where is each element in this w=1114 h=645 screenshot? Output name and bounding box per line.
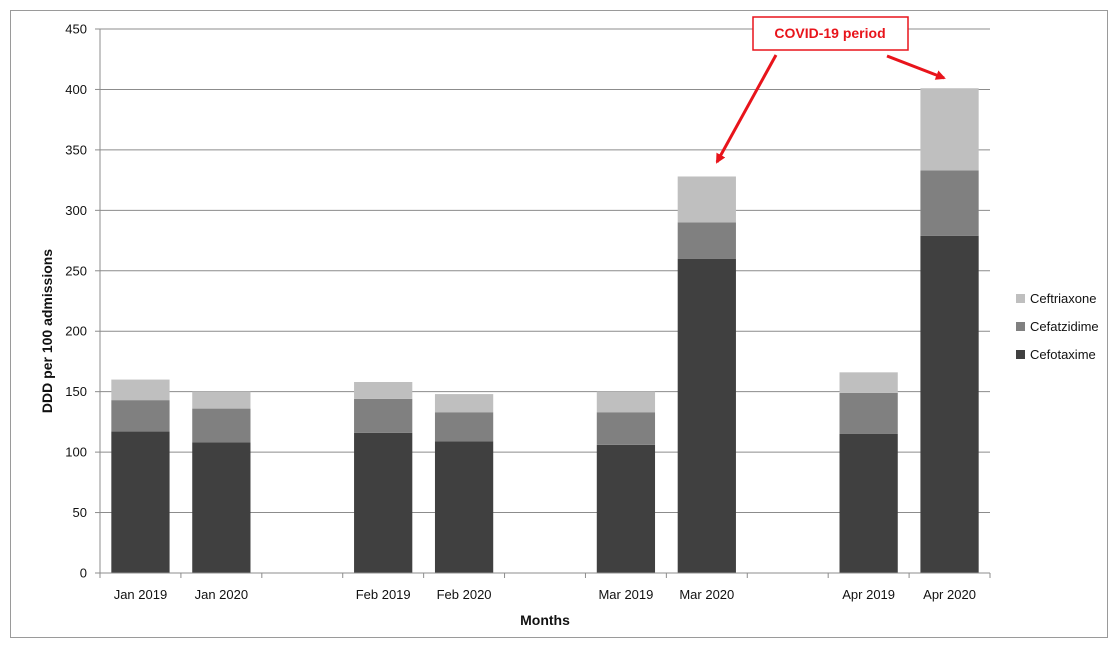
y-tick-labels: 0 50 100 150 200 250 300 350 400 450 [65,22,87,581]
legend-swatch-ceftriaxone [1016,294,1025,303]
x-tick-label-jan-2019: Jan 2019 [114,587,168,602]
bar-jan-2020-cefatzidime [192,408,251,443]
annotation-box [752,16,909,51]
bar-apr-2020-cefotaxime [920,235,979,573]
x-tick-label-feb-2019: Feb 2019 [356,587,411,602]
y-tick-label: 450 [65,22,87,37]
x-tick-labels: Jan 2019 Jan 2020 Feb 2019 Feb 2020 Mar 2019… [114,587,976,602]
x-tick-label-mar-2020: Mar 2020 [679,587,734,602]
bar-jan-2020-ceftriaxone [192,391,251,409]
bars [111,88,979,573]
annotation-label: COVID-19 period [774,25,885,41]
bar-mar-2020-cefotaxime [677,258,736,573]
x-tick-label-mar-2019: Mar 2019 [598,587,653,602]
bar-apr-2019-cefatzidime [839,392,898,434]
y-tick-label: 350 [65,142,87,157]
covid-annotation: COVID-19 period [715,16,946,164]
bar-jan-2019-cefotaxime [111,431,170,573]
bar-jan-2019-ceftriaxone [111,379,170,401]
x-tick-label-apr-2020: Apr 2020 [923,587,976,602]
bar-apr-2020-cefatzidime [920,170,979,236]
x-tick-label-apr-2019: Apr 2019 [842,587,895,602]
bar-mar-2019-cefotaxime [596,444,656,573]
y-tick-label: 150 [65,384,87,399]
y-axis-title: DDD per 100 admissions [39,249,55,413]
y-tick-label: 250 [65,263,87,278]
annotation-arrow-mar-2020 [715,54,778,164]
bar-mar-2019-ceftriaxone [596,391,656,413]
bar-mar-2020-cefatzidime [677,222,736,259]
bar-mar-2020-ceftriaxone [677,176,736,223]
y-tick-label: 0 [80,566,87,581]
legend-label-cefatzidime: Cefatzidime [1030,319,1099,334]
x-axis-title: Months [520,612,570,628]
legend-label-cefotaxime: Cefotaxime [1030,347,1096,362]
bar-feb-2019-ceftriaxone [354,381,413,399]
x-tick-label-jan-2020: Jan 2020 [195,587,249,602]
bar-apr-2020-ceftriaxone [920,88,979,171]
chart-frame [10,10,1108,638]
legend: Ceftriaxone Cefatzidime Cefotaxime [1016,291,1099,362]
y-tick-label: 400 [65,82,87,97]
axes [99,29,991,578]
bar-feb-2020-cefotaxime [434,441,494,573]
legend-swatch-cefotaxime [1016,350,1025,359]
annotation-arrow-apr-2020 [886,54,946,80]
legend-label-ceftriaxone: Ceftriaxone [1030,291,1096,306]
bar-apr-2019-ceftriaxone [839,372,898,393]
y-tick-label: 300 [65,203,87,218]
x-tick-label-feb-2020: Feb 2020 [437,587,492,602]
bar-feb-2020-cefatzidime [434,412,494,442]
bar-feb-2019-cefatzidime [354,398,413,433]
y-tick-label: 50 [73,505,87,520]
bar-jan-2020-cefotaxime [192,442,251,573]
bar-feb-2019-cefotaxime [354,432,413,573]
legend-swatch-cefatzidime [1016,322,1025,331]
bar-feb-2020-ceftriaxone [434,394,494,413]
y-tick-label: 200 [65,324,87,339]
bar-jan-2019-cefatzidime [111,400,170,432]
bar-mar-2019-cefatzidime [596,412,656,445]
bar-apr-2019-cefotaxime [839,433,898,573]
y-tick-label: 100 [65,445,87,460]
